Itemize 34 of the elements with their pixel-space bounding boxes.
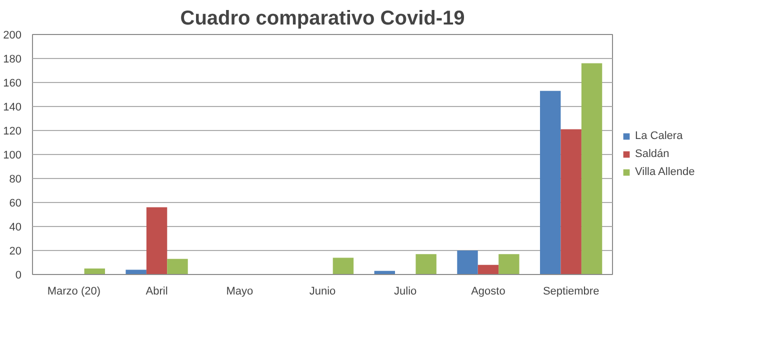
y-tick-label: 0 [15, 270, 22, 282]
y-tick-label: 100 [3, 150, 22, 162]
legend-label: Saldán [635, 148, 670, 160]
bar [332, 258, 354, 274]
x-tick-label: Mayo [226, 286, 254, 298]
y-tick-label: 20 [9, 246, 22, 258]
y-tick-label: 120 [3, 126, 22, 138]
x-tick-label: Julio [394, 286, 417, 298]
bar [581, 63, 602, 274]
y-tick-label: 160 [3, 78, 22, 90]
bar [560, 129, 582, 274]
chart-title: Cuadro comparativo Covid-19 [180, 8, 465, 30]
x-tick-label: Septiembre [542, 286, 600, 298]
bar [84, 268, 105, 274]
bar [498, 254, 520, 274]
y-tick-label: 200 [3, 30, 22, 42]
bar [167, 258, 188, 274]
y-tick-label: 60 [9, 198, 22, 210]
y-tick-label: 180 [3, 54, 22, 66]
bar [146, 207, 168, 274]
x-tick-label: Abril [146, 286, 168, 298]
y-tick-label: 40 [9, 222, 22, 234]
x-tick-label: Marzo (20) [47, 286, 101, 298]
legend-label: Villa Allende [635, 166, 695, 178]
bar [478, 264, 499, 274]
bar [540, 90, 561, 274]
bar [457, 250, 478, 274]
y-tick-label: 80 [9, 174, 22, 186]
y-tick-label: 140 [3, 102, 22, 114]
bar [126, 270, 146, 274]
x-tick-label: Junio [309, 286, 336, 298]
bar [416, 254, 436, 274]
x-tick-label: Agosto [471, 286, 506, 298]
legend-label: La Calera [635, 130, 683, 142]
